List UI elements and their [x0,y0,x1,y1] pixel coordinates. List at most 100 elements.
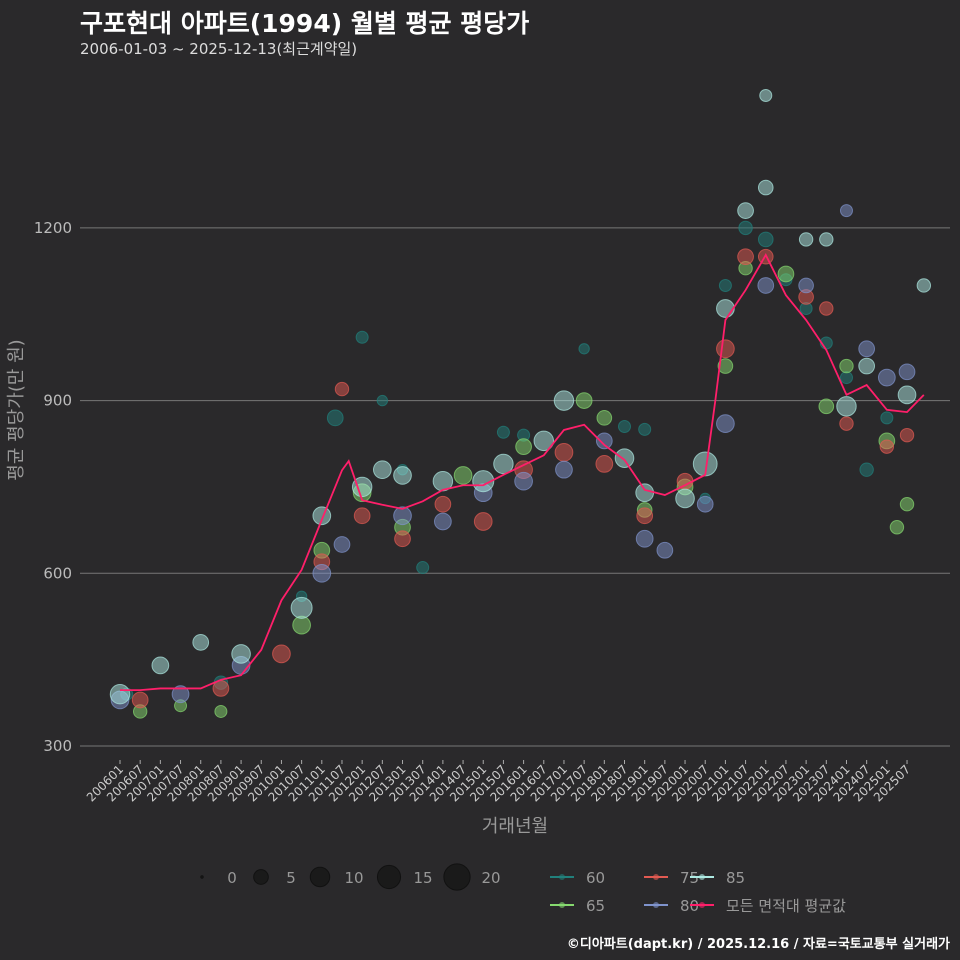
y-axis-label: 평균 평당가(만 원) [6,339,27,480]
bubble-60 [355,330,369,344]
size-legend-circle [200,875,204,879]
bubble-60 [326,409,344,427]
size-legend-label: 5 [286,869,296,887]
size-legend-label: 0 [227,869,237,887]
size-legend-label: 10 [344,869,363,887]
bubble-75 [636,507,654,525]
bubble-75 [676,472,694,490]
bubble-80 [595,432,613,450]
bubble-65 [777,265,795,283]
bubble-75 [131,691,149,709]
size-legend-label: 20 [481,869,500,887]
bubble-75 [554,443,574,462]
average-line [120,253,925,692]
bubble-80 [333,536,351,553]
bubble-80 [635,529,654,548]
bubble-60 [578,343,590,355]
bubble-80 [716,414,735,433]
chart-title: 구포현대 아파트(1994) 월별 평균 평당가 [80,9,530,38]
bubble-65 [515,438,532,456]
bubble-85 [819,232,834,247]
bubble-60 [839,371,853,385]
bubble-75 [595,455,614,473]
bubble-80 [839,204,853,218]
bubble-75 [737,248,754,266]
bubble-85 [897,385,917,405]
legend-key-dot-60 [559,874,565,880]
bubble-65 [889,520,905,535]
bubble-60 [617,420,632,434]
bubble-85 [614,448,635,468]
y-tick-label: 1200 [34,219,72,237]
bubble-85 [533,430,555,452]
y-tick-label: 300 [43,737,72,755]
legend-label-75: 75 [680,869,699,887]
bubble-80 [434,512,452,531]
bubble-65 [214,704,228,718]
size-legend-circle [376,864,402,890]
y-tick-label: 600 [43,564,72,582]
bubble-75 [879,439,895,454]
bubble-80 [555,460,573,479]
bubble-60 [859,462,874,477]
bubble-65 [899,497,915,512]
bubble-85 [757,179,774,196]
bubble-80 [656,541,674,559]
bubble-80 [393,506,412,526]
bubble-85 [737,202,754,219]
bubble-75 [473,512,493,531]
bubble-65 [453,466,473,485]
bubble-85 [836,396,857,417]
bubble-75 [353,507,371,525]
bubble-80 [757,277,775,294]
size-legend-circle [309,866,331,888]
x-axis-label: 거래년월 [482,816,548,837]
bubble-80 [877,368,896,387]
bubble-80 [696,495,714,513]
legend-label-avg: 모든 면적대 평균값 [726,897,846,915]
bubble-60 [757,231,774,248]
bubble-75 [839,416,854,431]
bubble-60 [416,561,430,575]
bubble-60 [718,278,732,292]
bubble-75 [272,644,291,664]
bubble-85 [372,460,392,480]
bubble-80 [171,685,190,704]
bubble-65 [292,615,311,635]
bubble-85 [109,683,131,705]
bubble-85 [312,506,332,526]
bubble-75 [394,530,411,548]
chart-subtitle: 2006-01-03 ~ 2025-12-13(최근계약일) [80,40,358,58]
bubble-75 [434,495,452,513]
bubble-65 [818,398,835,415]
bubble-65 [839,358,854,374]
bubble-85 [635,483,655,503]
bubble-65 [717,358,734,374]
bubble-80 [514,471,533,491]
bubble-80 [312,563,332,583]
y-tick-label: 900 [43,392,72,410]
legend-label-60: 60 [586,869,605,887]
bubble-85 [192,634,210,651]
size-legend-circle [443,863,471,891]
bubble-85 [493,453,514,475]
source-caption: ©디아파트(dapt.kr) / 2025.12.16 / 자료=국토교통부 실… [566,937,950,952]
size-legend-circle [253,869,269,885]
bubble-60 [738,220,753,236]
legend-key-dot-80 [653,902,659,908]
bubble-60 [376,394,389,407]
legend-label-85: 85 [726,869,745,887]
bubble-85 [759,88,773,102]
bubble-85 [916,278,932,293]
bubble-80 [898,363,916,381]
bubble-75 [334,381,350,397]
bubble-85 [716,299,735,318]
legend-key-dot-65 [559,902,565,908]
legend-key-dot-avg [699,902,705,908]
bubble-65 [575,392,593,409]
bubble-85 [858,357,876,375]
bubble-60 [880,411,894,425]
bubble-80 [798,277,814,294]
bubble-85 [472,470,495,493]
bubble-85 [231,644,251,664]
